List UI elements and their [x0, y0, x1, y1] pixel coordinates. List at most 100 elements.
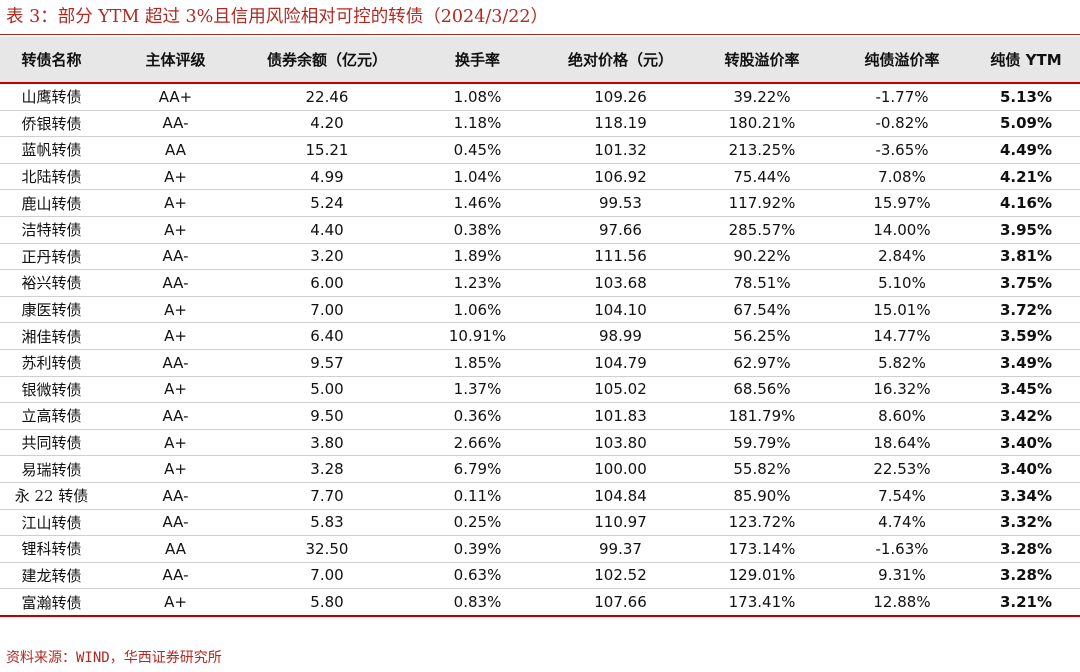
- cell-turnover-rate: 6.79%: [406, 455, 549, 483]
- cell-bond-premium: 5.10%: [832, 269, 972, 297]
- table-body: 山鹰转债 AA+ 22.46 1.08% 109.26 39.22% -1.77% 5.13%…: [0, 83, 1080, 617]
- cell-bond-name: 建龙转债: [0, 562, 103, 590]
- convertible-bond-table: 转债名称 主体评级 债券余额（亿元） 换手率 绝对价格（元） 转股溢价率 纯债溢…: [0, 37, 1080, 617]
- cell-turnover-rate: 1.23%: [406, 269, 549, 297]
- title-divider: [0, 34, 1080, 35]
- cell-turnover-rate: 0.36%: [406, 402, 549, 430]
- cell-issuer-rating: AA-: [103, 562, 248, 590]
- cell-issuer-rating: A+: [103, 455, 248, 483]
- cell-turnover-rate: 0.25%: [406, 509, 549, 537]
- cell-conversion-premium: 90.22%: [692, 243, 832, 271]
- cell-issuer-rating: AA: [103, 535, 248, 563]
- cell-bond-name: 裕兴转债: [0, 269, 103, 297]
- cell-turnover-rate: 0.38%: [406, 216, 549, 244]
- cell-absolute-price: 105.02: [549, 376, 692, 404]
- table-row: 正丹转债 AA- 3.20 1.89% 111.56 90.22% 2.84% 3.81%: [0, 243, 1080, 271]
- cell-bond-name: 康医转债: [0, 296, 103, 324]
- col-header-absolute-price: 绝对价格（元）: [549, 37, 692, 84]
- cell-turnover-rate: 0.11%: [406, 482, 549, 510]
- cell-turnover-rate: 0.83%: [406, 588, 549, 617]
- cell-turnover-rate: 0.63%: [406, 562, 549, 590]
- cell-bond-premium: 15.97%: [832, 189, 972, 217]
- cell-bond-ytm: 3.40%: [972, 455, 1080, 483]
- cell-bond-premium: 7.08%: [832, 163, 972, 191]
- cell-conversion-premium: 68.56%: [692, 376, 832, 404]
- cell-conversion-premium: 213.25%: [692, 136, 832, 164]
- cell-bond-premium: 16.32%: [832, 376, 972, 404]
- cell-issuer-rating: AA-: [103, 509, 248, 537]
- cell-turnover-rate: 1.89%: [406, 243, 549, 271]
- cell-bond-ytm: 3.75%: [972, 269, 1080, 297]
- cell-bond-ytm: 3.21%: [972, 588, 1080, 617]
- cell-bond-name: 富瀚转债: [0, 588, 103, 617]
- cell-outstanding-balance: 3.80: [248, 429, 406, 457]
- cell-bond-premium: 7.54%: [832, 482, 972, 510]
- cell-issuer-rating: AA-: [103, 482, 248, 510]
- cell-bond-ytm: 3.59%: [972, 322, 1080, 350]
- cell-bond-name: 苏利转债: [0, 349, 103, 377]
- cell-issuer-rating: AA-: [103, 349, 248, 377]
- cell-absolute-price: 110.97: [549, 509, 692, 537]
- cell-bond-name: 银微转债: [0, 376, 103, 404]
- cell-issuer-rating: A+: [103, 296, 248, 324]
- table-row: 侨银转债 AA- 4.20 1.18% 118.19 180.21% -0.82% 5.09%: [0, 110, 1080, 138]
- cell-bond-ytm: 3.95%: [972, 216, 1080, 244]
- cell-turnover-rate: 10.91%: [406, 322, 549, 350]
- cell-outstanding-balance: 5.83: [248, 509, 406, 537]
- cell-turnover-rate: 1.18%: [406, 110, 549, 138]
- cell-bond-name: 江山转债: [0, 509, 103, 537]
- table-header-row: 转债名称 主体评级 债券余额（亿元） 换手率 绝对价格（元） 转股溢价率 纯债溢…: [0, 37, 1080, 84]
- cell-bond-name: 正丹转债: [0, 243, 103, 271]
- cell-bond-ytm: 4.49%: [972, 136, 1080, 164]
- cell-absolute-price: 111.56: [549, 243, 692, 271]
- cell-outstanding-balance: 3.28: [248, 455, 406, 483]
- cell-outstanding-balance: 32.50: [248, 535, 406, 563]
- cell-bond-ytm: 3.32%: [972, 509, 1080, 537]
- table-row: 建龙转债 AA- 7.00 0.63% 102.52 129.01% 9.31% 3.28%: [0, 562, 1080, 590]
- cell-outstanding-balance: 15.21: [248, 136, 406, 164]
- cell-bond-name: 湘佳转债: [0, 322, 103, 350]
- cell-conversion-premium: 123.72%: [692, 509, 832, 537]
- cell-absolute-price: 98.99: [549, 322, 692, 350]
- col-header-issuer-rating: 主体评级: [103, 37, 248, 84]
- table-row: 鹿山转债 A+ 5.24 1.46% 99.53 117.92% 15.97% 4.16%: [0, 189, 1080, 217]
- cell-outstanding-balance: 4.40: [248, 216, 406, 244]
- cell-issuer-rating: AA-: [103, 243, 248, 271]
- table-row: 蓝帆转债 AA 15.21 0.45% 101.32 213.25% -3.65% 4.49%: [0, 136, 1080, 164]
- cell-issuer-rating: A+: [103, 376, 248, 404]
- cell-bond-ytm: 3.28%: [972, 562, 1080, 590]
- cell-outstanding-balance: 6.00: [248, 269, 406, 297]
- cell-issuer-rating: AA-: [103, 269, 248, 297]
- cell-bond-ytm: 3.49%: [972, 349, 1080, 377]
- cell-conversion-premium: 129.01%: [692, 562, 832, 590]
- cell-absolute-price: 118.19: [549, 110, 692, 138]
- cell-bond-ytm: 5.09%: [972, 110, 1080, 138]
- cell-absolute-price: 97.66: [549, 216, 692, 244]
- cell-bond-name: 侨银转债: [0, 110, 103, 138]
- cell-conversion-premium: 55.82%: [692, 455, 832, 483]
- cell-issuer-rating: A+: [103, 322, 248, 350]
- col-header-turnover-rate: 换手率: [406, 37, 549, 84]
- cell-bond-name: 洁特转债: [0, 216, 103, 244]
- cell-bond-premium: 5.82%: [832, 349, 972, 377]
- cell-bond-premium: -3.65%: [832, 136, 972, 164]
- table-row: 立高转债 AA- 9.50 0.36% 101.83 181.79% 8.60% 3.42%: [0, 402, 1080, 430]
- cell-issuer-rating: A+: [103, 216, 248, 244]
- cell-issuer-rating: A+: [103, 189, 248, 217]
- table-row: 山鹰转债 AA+ 22.46 1.08% 109.26 39.22% -1.77% 5.13%: [0, 83, 1080, 111]
- cell-conversion-premium: 181.79%: [692, 402, 832, 430]
- cell-conversion-premium: 67.54%: [692, 296, 832, 324]
- table-row: 湘佳转债 A+ 6.40 10.91% 98.99 56.25% 14.77% 3.59%: [0, 322, 1080, 350]
- cell-bond-premium: 14.00%: [832, 216, 972, 244]
- cell-conversion-premium: 285.57%: [692, 216, 832, 244]
- cell-conversion-premium: 117.92%: [692, 189, 832, 217]
- table-row: 富瀚转债 A+ 5.80 0.83% 107.66 173.41% 12.88% 3.21%: [0, 588, 1080, 617]
- cell-absolute-price: 100.00: [549, 455, 692, 483]
- cell-bond-premium: 15.01%: [832, 296, 972, 324]
- cell-outstanding-balance: 4.99: [248, 163, 406, 191]
- cell-conversion-premium: 62.97%: [692, 349, 832, 377]
- cell-issuer-rating: AA-: [103, 402, 248, 430]
- cell-outstanding-balance: 7.00: [248, 562, 406, 590]
- cell-bond-premium: 9.31%: [832, 562, 972, 590]
- cell-absolute-price: 109.26: [549, 83, 692, 111]
